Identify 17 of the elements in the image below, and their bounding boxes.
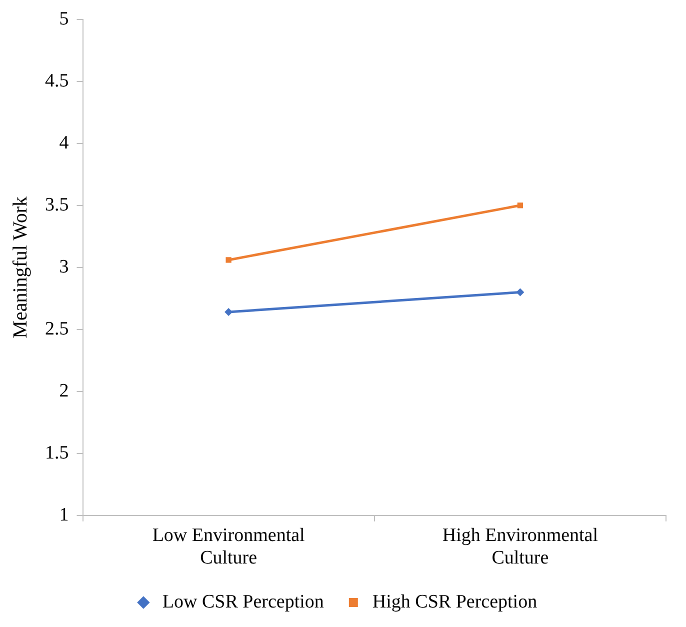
y-tick-label: 3.5 [45,194,69,216]
y-tick-label: 4.5 [45,70,69,92]
legend-label: High CSR Perception [372,591,538,612]
y-tick-label: 1 [59,504,69,526]
x-tick-label: Low Environmental Culture [152,524,305,569]
y-tick-label: 2 [59,380,69,402]
point [517,202,524,208]
y-tick-label: 5 [59,8,69,30]
y-tick-label: 1.5 [45,442,69,464]
point [226,257,232,263]
y-tick-label: 4 [59,132,70,154]
x-tick-label: High Environmental Culture [442,524,598,569]
legend-label: Low CSR Perception [162,591,324,612]
y-tick-label: 3 [59,256,69,278]
y-tick-label: 2.5 [45,318,69,340]
y-axis-title: Meaningful Work [9,196,32,338]
point [516,288,524,296]
